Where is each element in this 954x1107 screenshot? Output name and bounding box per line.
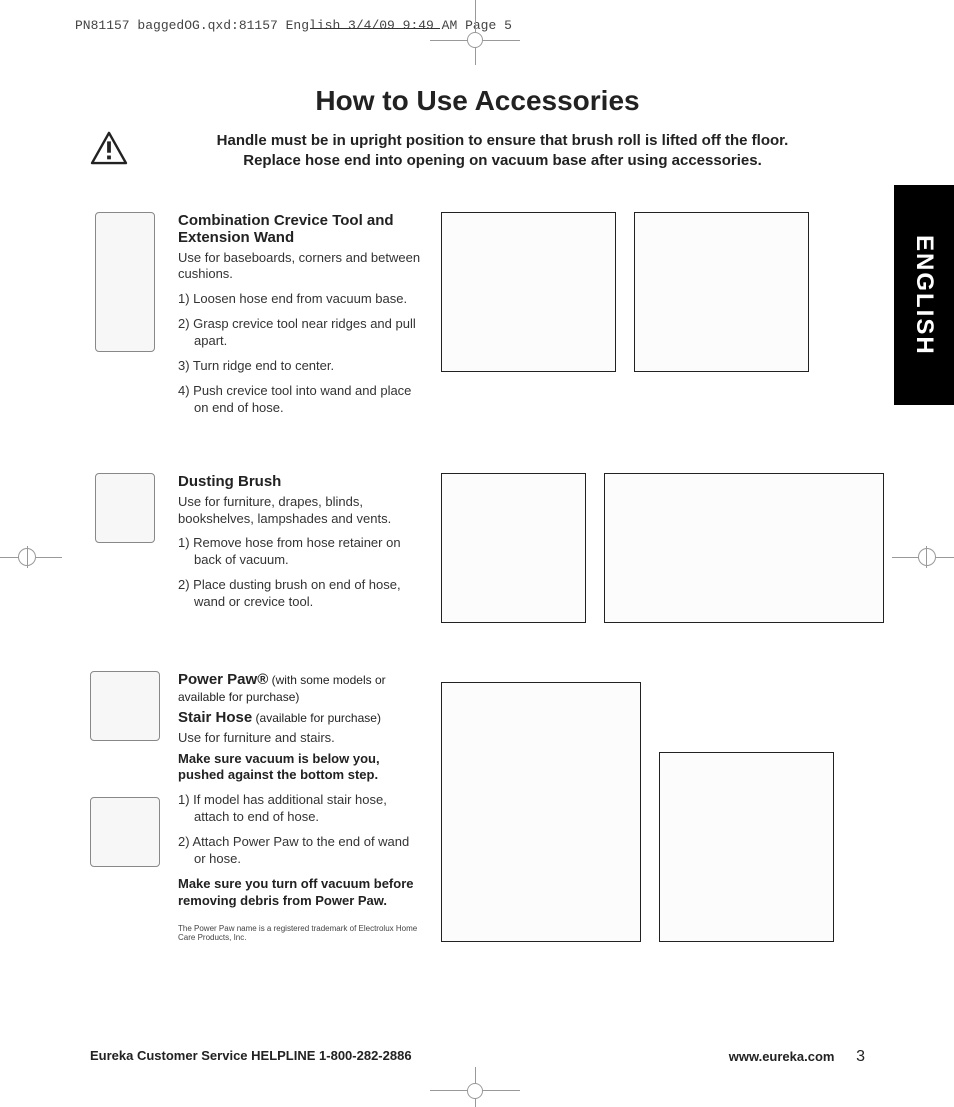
section-subtitle: Use for furniture, drapes, blinds, books… [178, 494, 423, 528]
step-item: 4) Push crevice tool into wand and place… [178, 383, 423, 417]
section-crevice-tool: Combination Crevice Tool and Extension W… [90, 212, 865, 425]
illustration-floor-cleaning [441, 212, 616, 372]
illustration-wand [95, 212, 155, 352]
illustration-stair-hose [90, 797, 160, 867]
page-title: How to Use Accessories [90, 85, 865, 117]
step-item: 2) Attach Power Paw to the end of wand o… [178, 834, 423, 868]
section-title: Dusting Brush [178, 473, 423, 490]
warning-row: Handle must be in upright position to en… [90, 131, 865, 172]
illustration-power-paw [90, 671, 160, 741]
safety-note: Make sure you turn off vacuum before rem… [178, 876, 423, 910]
step-item: 1) Loosen hose end from vacuum base. [178, 291, 423, 308]
helpline-text: Eureka Customer Service HELPLINE 1-800-2… [90, 1048, 412, 1066]
step-item: 1) If model has additional stair hose, a… [178, 792, 423, 826]
step-item: 1) Remove hose from hose retainer on bac… [178, 535, 423, 569]
illustration-chair-cleaning [634, 212, 809, 372]
illustration-armchair [659, 752, 834, 942]
section-title: Combination Crevice Tool and Extension W… [178, 212, 423, 246]
trademark-note: The Power Paw name is a registered trade… [178, 924, 423, 942]
section-subtitle: Use for furniture and stairs. [178, 730, 423, 747]
warning-icon [90, 131, 128, 165]
language-tab: ENGLISH [894, 185, 954, 405]
section-title: Power Paw® (with some models or availabl… [178, 671, 423, 705]
header-rule [310, 28, 440, 29]
website-url: www.eureka.com [729, 1049, 835, 1064]
section-dusting-brush: Dusting Brush Use for furniture, drapes,… [90, 473, 865, 623]
registration-mark [892, 557, 954, 558]
step-item: 3) Turn ridge end to center. [178, 358, 423, 375]
step-list: 1) Remove hose from hose retainer on bac… [178, 535, 423, 611]
print-header: PN81157 baggedOG.qxd:81157 English 3/4/0… [75, 18, 512, 33]
page-number: 3 [856, 1048, 865, 1065]
section-power-paw: Power Paw® (with some models or availabl… [90, 671, 865, 942]
page-footer: Eureka Customer Service HELPLINE 1-800-2… [90, 1048, 865, 1066]
illustration-blinds-cleaning [604, 473, 884, 623]
step-list: 1) Loosen hose end from vacuum base. 2) … [178, 291, 423, 416]
section-title: Stair Hose (available for purchase) [178, 709, 423, 726]
illustration-dusting-brush [95, 473, 155, 543]
step-item: 2) Grasp crevice tool near ridges and pu… [178, 316, 423, 350]
illustration-stairs [441, 682, 641, 942]
registration-mark [467, 1083, 483, 1099]
warning-text: Handle must be in upright position to en… [140, 131, 865, 172]
registration-mark [0, 557, 62, 558]
step-item: 2) Place dusting brush on end of hose, w… [178, 577, 423, 611]
section-subtitle: Use for baseboards, corners and between … [178, 250, 423, 284]
registration-mark [467, 32, 483, 48]
step-list: 1) If model has additional stair hose, a… [178, 792, 423, 868]
safety-note: Make sure vacuum is below you, pushed ag… [178, 751, 423, 785]
illustration-wand-brush [441, 473, 586, 623]
